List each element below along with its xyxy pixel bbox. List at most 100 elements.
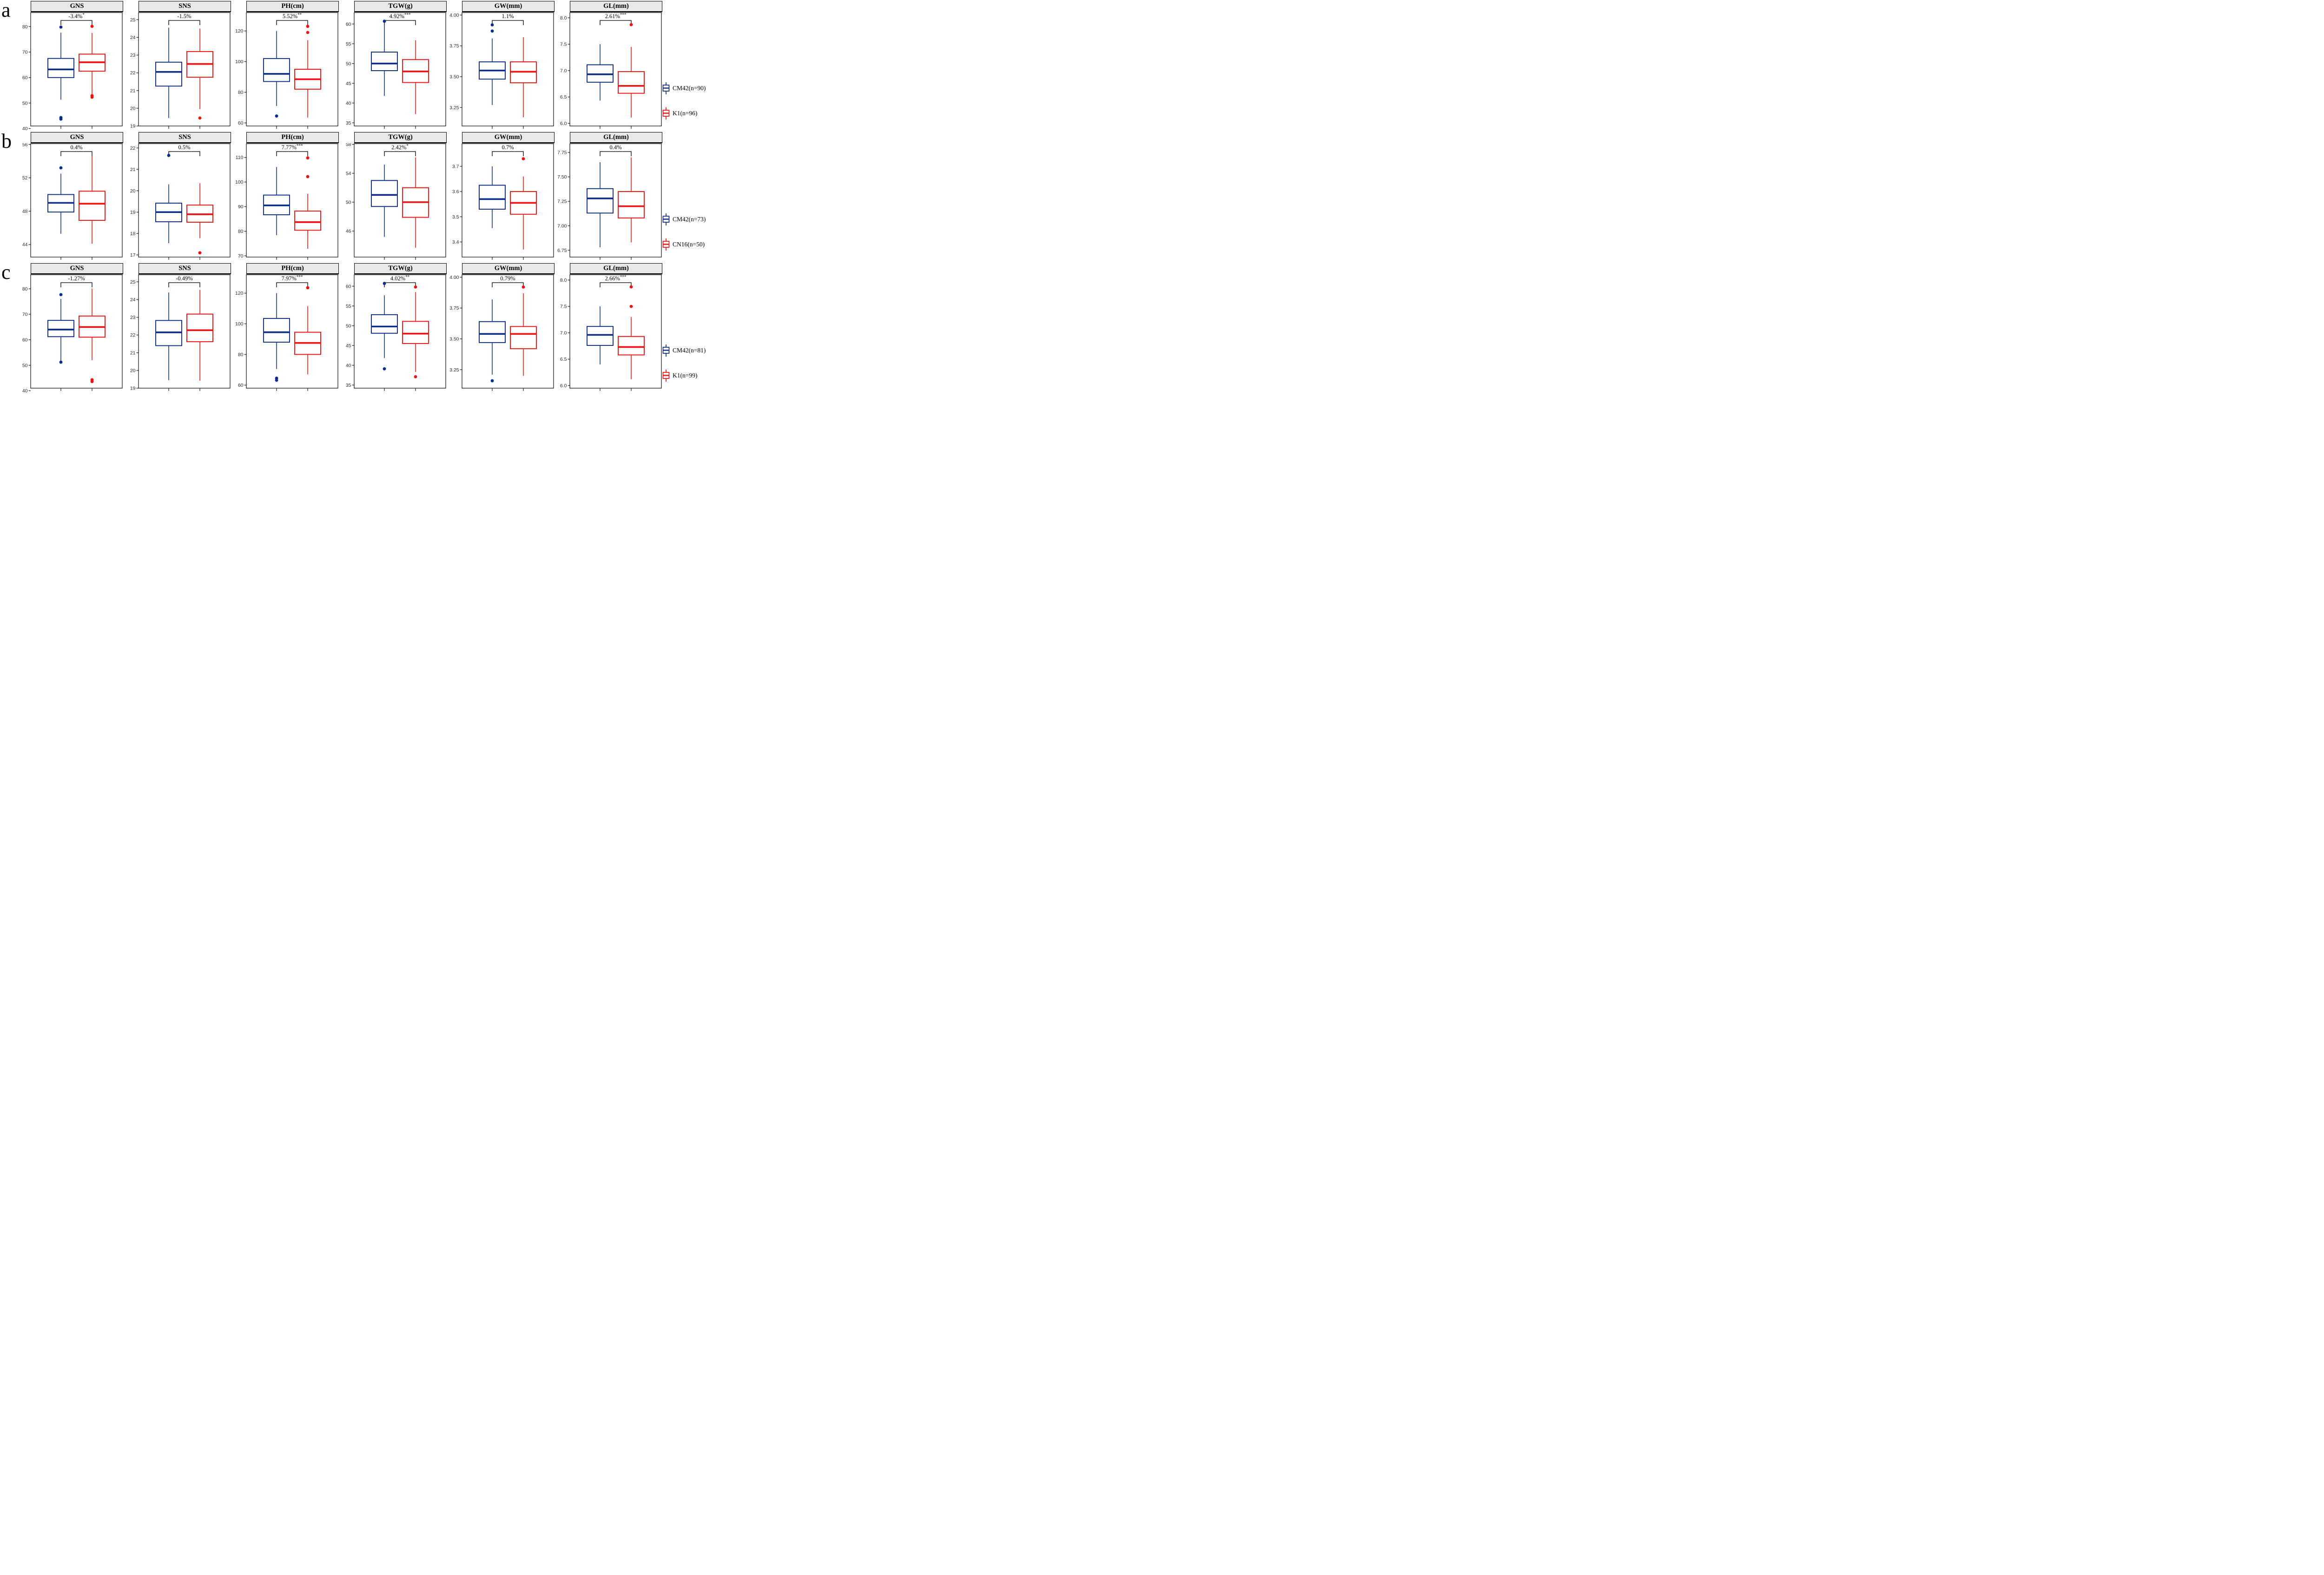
boxplot-K1 bbox=[402, 40, 429, 114]
legend-item-K1(n=96): K1(n=96) bbox=[662, 107, 720, 120]
panel-plot-a-TGW(g): 4.92%*** 35 40 45 50 55 60 bbox=[346, 12, 446, 129]
y-tick-label: 60 bbox=[238, 120, 244, 126]
y-tick-label: 21 bbox=[130, 167, 136, 172]
y-tick-label: 6.0 bbox=[560, 383, 567, 389]
outlier-dot bbox=[522, 285, 525, 289]
outlier-dot bbox=[90, 95, 94, 99]
box bbox=[479, 321, 506, 343]
panel-title: GL(mm) bbox=[570, 1, 662, 12]
outlier-dot bbox=[522, 157, 525, 160]
annotation-value: 4.92% bbox=[390, 13, 404, 20]
panel-title: PH(cm) bbox=[246, 1, 339, 12]
annotation-value: 1.1% bbox=[502, 13, 514, 20]
y-tick-label: 20 bbox=[130, 368, 136, 373]
y-tick-label: 110 bbox=[236, 155, 244, 160]
y-tick-label: 4.00 bbox=[449, 275, 459, 280]
panel-title: GW(mm) bbox=[462, 1, 555, 12]
annotation-stars: *** bbox=[404, 13, 411, 17]
comparison-bracket bbox=[276, 282, 308, 287]
plot-area bbox=[570, 144, 661, 257]
box bbox=[155, 61, 182, 87]
y-tick-label: 45 bbox=[346, 343, 351, 349]
y-tick-label: 70 bbox=[22, 312, 28, 318]
outlier-dot bbox=[306, 31, 310, 34]
figure-row-b: b GNS 0.4% 44 48 52 56 SNS 0.5% 17 18 19 20 21 22 PH(cm… bbox=[0, 131, 721, 263]
y-tick-label: 35 bbox=[346, 383, 351, 388]
panel-title: GNS bbox=[31, 1, 123, 12]
y-tick-label: 70 bbox=[238, 253, 244, 259]
y-tick-label: 100 bbox=[235, 321, 244, 327]
panel-title: GNS bbox=[31, 263, 123, 274]
box bbox=[587, 188, 614, 214]
y-tick-label: 7.75 bbox=[557, 150, 567, 156]
panel-border bbox=[138, 12, 231, 126]
panel-border bbox=[246, 274, 338, 389]
y-tick-label: 7.00 bbox=[557, 223, 567, 229]
annotation-label: -1.27% bbox=[68, 275, 85, 282]
outlier-dot bbox=[59, 117, 63, 121]
panel-b-GL(mm): GL(mm) 0.4% 6.75 7.00 7.25 7.50 7.75 bbox=[555, 132, 662, 263]
legend-glyph bbox=[662, 238, 670, 251]
legend-label: CM42(n=81) bbox=[673, 347, 706, 354]
y-tick-label: 3.50 bbox=[449, 337, 459, 342]
boxplot-CM42 bbox=[587, 306, 614, 364]
panel-plot-c-GL(mm): 2.66%*** 6.0 6.5 7.0 7.5 8.0 bbox=[560, 274, 662, 391]
y-tick-label: 24 bbox=[130, 35, 136, 40]
y-tick-label: 19 bbox=[130, 210, 136, 215]
outlier-dot bbox=[59, 360, 63, 364]
boxplot-CM42 bbox=[479, 23, 506, 105]
panel-c-GNS: GNS -1.27% 40 50 60 70 80 bbox=[15, 263, 123, 394]
boxplot-CM42 bbox=[371, 282, 398, 371]
box bbox=[47, 58, 74, 78]
boxplot-CM42 bbox=[47, 25, 74, 121]
y-tick-label: 60 bbox=[346, 21, 351, 27]
y-tick-label: 80 bbox=[238, 352, 244, 357]
y-tick-label: 23 bbox=[130, 53, 136, 58]
annotation-label: 0.7% bbox=[502, 144, 514, 151]
boxplot-K1 bbox=[294, 25, 321, 118]
annotation-label: 2.61%*** bbox=[605, 13, 627, 20]
annotation-stars: * bbox=[82, 13, 85, 17]
outlier-dot bbox=[383, 20, 386, 23]
panel-title: GL(mm) bbox=[570, 132, 662, 143]
panel-c-GL(mm): GL(mm) 2.66%*** 6.0 6.5 7.0 7.5 8.0 bbox=[555, 263, 662, 394]
annotation-label: -0.49% bbox=[176, 275, 192, 282]
outlier-dot bbox=[490, 29, 494, 33]
plot-area bbox=[462, 13, 554, 126]
plot-area bbox=[139, 144, 230, 257]
y-tick-label: 7.5 bbox=[560, 42, 567, 47]
annotation-stars: *** bbox=[620, 13, 627, 17]
y-tick-label: 50 bbox=[346, 61, 351, 66]
y-tick-label: 24 bbox=[130, 297, 136, 303]
annotation-label: 1.1% bbox=[502, 13, 514, 20]
boxplot-K1 bbox=[510, 37, 537, 118]
bracket-line bbox=[600, 20, 632, 25]
panel-border bbox=[354, 274, 446, 389]
annotation-value: 5.52% bbox=[283, 13, 297, 20]
boxplot-CM42 bbox=[263, 293, 290, 382]
panel-plot-a-SNS: -1.5% 19 20 21 22 23 24 25 bbox=[130, 12, 231, 129]
panel-border bbox=[354, 12, 446, 126]
row-letter-c: c bbox=[1, 261, 11, 284]
annotation-value: 0.5% bbox=[178, 144, 190, 151]
boxplot-CN16 bbox=[186, 183, 213, 255]
legend-glyph bbox=[662, 370, 670, 382]
boxplot-CM42 bbox=[479, 166, 506, 228]
y-tick-label: 80 bbox=[238, 229, 244, 234]
y-tick-label: 8.0 bbox=[560, 278, 567, 283]
y-tick-label: 7.50 bbox=[557, 174, 567, 180]
figure-row-c: c GNS -1.27% 40 50 60 70 80 SNS -0.49% 19 20 21 22 23 2… bbox=[0, 261, 721, 394]
outlier-dot bbox=[383, 282, 386, 285]
boxplot-CN16 bbox=[510, 157, 537, 250]
outlier-dot bbox=[306, 156, 310, 160]
panel-border bbox=[246, 12, 338, 126]
panel-c-PH(cm): PH(cm) 7.97%*** 60 80 100 120 bbox=[231, 263, 339, 394]
legend-c: CM42(n=81) K1(n=99) bbox=[662, 344, 720, 382]
y-tick-label: 6.5 bbox=[560, 94, 567, 100]
y-tick-label: 50 bbox=[22, 100, 28, 106]
legend-label: CN16(n=50) bbox=[673, 241, 705, 248]
annotation-label: -3.4%* bbox=[68, 13, 85, 20]
outlier-dot bbox=[629, 304, 633, 308]
annotation-label: 4.02%** bbox=[390, 275, 410, 282]
boxplot-CM42 bbox=[587, 162, 614, 247]
